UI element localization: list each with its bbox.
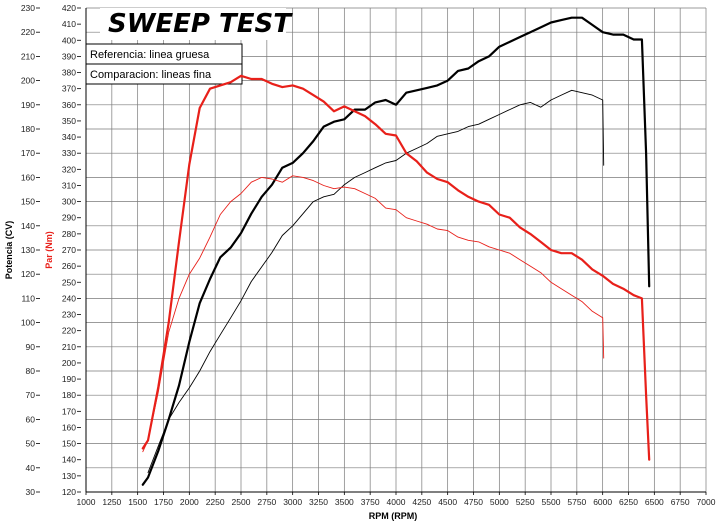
y-right-tick-labels: 120 130 140 150 160 170 180 190 200 210 220 230 240 2… — [62, 3, 81, 497]
x-tick-label: 1250 — [102, 497, 121, 507]
y-left-tick-label: 170 — [21, 148, 35, 158]
series-line-1 — [147, 89, 605, 474]
legend: Referencia: linea gruesa Comparacion: li… — [85, 43, 243, 85]
y-right-tick-label: 270 — [62, 245, 76, 255]
x-tick-label: 6500 — [645, 497, 664, 507]
y-right-tick-label: 280 — [62, 229, 76, 239]
y-left-tick-label: 130 — [21, 245, 35, 255]
y-right-tick-label: 120 — [62, 487, 76, 497]
y-left-tick-label: 140 — [21, 221, 35, 231]
y-right-tick-label: 200 — [62, 358, 76, 368]
x-tick-label: 4000 — [387, 497, 406, 507]
x-tick-label: 4750 — [464, 497, 483, 507]
x-tick-label: 5500 — [542, 497, 561, 507]
y-left-tick-label: 30 — [26, 487, 36, 497]
y-left-tick-labels: 30 40 50 60 70 80 90 100 110 120 130 140 150 160 170 18… — [21, 3, 40, 497]
x-tick-label: 6750 — [671, 497, 690, 507]
x-axis-label: RPM (RPM) — [369, 511, 418, 521]
y-right-tick-label: 250 — [62, 277, 76, 287]
y-left-tick-label: 180 — [21, 124, 35, 134]
y-left-tick-label: 40 — [26, 463, 36, 473]
y-left-tick-label: 150 — [21, 197, 35, 207]
y-right-tick-label: 380 — [62, 68, 76, 78]
y-left-tick-label: 120 — [21, 269, 35, 279]
y-right-tick-label: 170 — [62, 406, 76, 416]
x-tick-label: 2000 — [180, 497, 199, 507]
y-left-tick-label: 70 — [26, 390, 36, 400]
y-right-tick-label: 290 — [62, 213, 76, 223]
y-right-tick-label: 240 — [62, 293, 76, 303]
y-right-tick-label: 180 — [62, 390, 76, 400]
x-tick-label: 5750 — [567, 497, 586, 507]
chart-title: SWEEP TEST — [108, 9, 293, 39]
series-line-2 — [141, 74, 651, 461]
x-tick-label: 2750 — [257, 497, 276, 507]
x-tick-label: 1000 — [77, 497, 96, 507]
y-left-tick-label: 160 — [21, 172, 35, 182]
x-tick-label: 3000 — [283, 497, 302, 507]
y-left-tick-label: 80 — [26, 366, 36, 376]
y-left-tick-label: 50 — [26, 439, 36, 449]
series-group — [141, 16, 651, 486]
y-right-tick-label: 300 — [62, 197, 76, 207]
y-right-tick-label: 400 — [62, 35, 76, 45]
y-right-tick-label: 220 — [62, 326, 76, 336]
x-tick-label: 4250 — [412, 497, 431, 507]
y-right-tick-label: 190 — [62, 374, 76, 384]
y-left-tick-label: 190 — [21, 100, 35, 110]
x-tick-label: 3750 — [361, 497, 380, 507]
legend-item-comparison: Comparacion: lineas fina — [90, 69, 212, 81]
x-tick-label: 5250 — [516, 497, 535, 507]
y-left-tick-label: 110 — [21, 293, 35, 303]
y-left-tick-label: 210 — [21, 51, 35, 61]
series-line-3 — [142, 175, 605, 453]
x-tick-label: 3250 — [309, 497, 328, 507]
y-right-tick-label: 390 — [62, 51, 76, 61]
y-right-tick-label: 320 — [62, 164, 76, 174]
x-tick-label: 4500 — [438, 497, 457, 507]
y-left-tick-label: 100 — [21, 318, 35, 328]
series-line-0 — [141, 16, 651, 486]
y-right-tick-label: 260 — [62, 261, 76, 271]
x-tick-label: 6250 — [619, 497, 638, 507]
y-right-tick-label: 410 — [62, 19, 76, 29]
x-tick-label: 1750 — [154, 497, 173, 507]
y-left-tick-label: 220 — [21, 27, 35, 37]
y-right-tick-label: 370 — [62, 84, 76, 94]
x-tick-label: 1500 — [128, 497, 147, 507]
y-left-tick-label: 60 — [26, 414, 36, 424]
y-left-tick-label: 230 — [21, 3, 35, 13]
y-right-tick-label: 360 — [62, 100, 76, 110]
y-left-axis-label: Potencia (CV) — [4, 221, 14, 280]
y-right-tick-label: 230 — [62, 310, 76, 320]
y-right-tick-label: 150 — [62, 439, 76, 449]
y-right-tick-label: 330 — [62, 148, 76, 158]
x-tick-label: 5000 — [490, 497, 509, 507]
y-right-tick-label: 340 — [62, 132, 76, 142]
y-right-tick-label: 350 — [62, 116, 76, 126]
y-right-tick-label: 160 — [62, 422, 76, 432]
x-tick-label: 2500 — [232, 497, 251, 507]
legend-item-reference: Referencia: linea gruesa — [90, 49, 210, 61]
y-right-axis-label: Par (Nm) — [44, 231, 54, 269]
x-tick-labels: 1000 1250 1500 1750 2000 2250 2500 2750 3000 3250… — [77, 492, 716, 507]
y-right-tick-label: 140 — [62, 455, 76, 465]
y-right-tick-label: 130 — [62, 471, 76, 481]
y-right-tick-label: 310 — [62, 180, 76, 190]
title-backdrop — [100, 8, 286, 40]
x-tick-label: 6000 — [593, 497, 612, 507]
x-tick-label: 7000 — [697, 497, 716, 507]
x-tick-label: 3500 — [335, 497, 354, 507]
y-right-tick-label: 210 — [62, 342, 76, 352]
y-left-tick-label: 90 — [26, 342, 36, 352]
y-left-tick-label: 200 — [21, 76, 35, 86]
x-tick-label: 2250 — [206, 497, 225, 507]
y-right-tick-label: 420 — [62, 3, 76, 13]
